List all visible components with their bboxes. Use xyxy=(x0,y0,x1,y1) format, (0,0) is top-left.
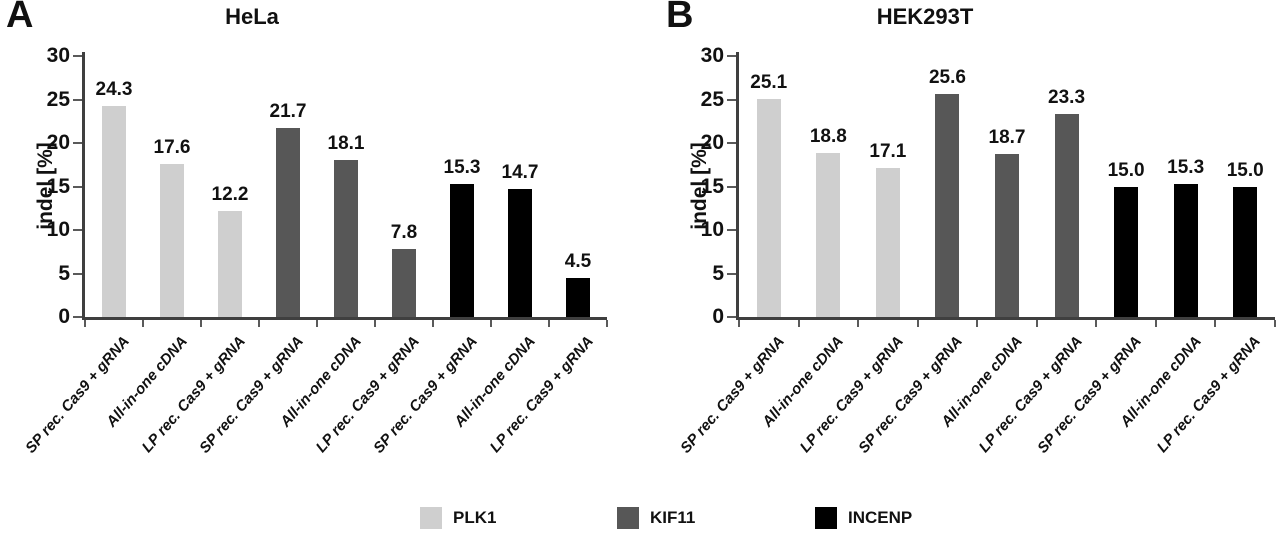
y-tick-label: 20 xyxy=(46,131,70,154)
x-tick xyxy=(84,320,86,327)
x-tick xyxy=(374,320,376,327)
x-tick xyxy=(606,320,608,327)
bar-value-label: 17.1 xyxy=(869,141,907,163)
bar-value-label: 24.3 xyxy=(95,78,133,100)
bar-value-label: 18.7 xyxy=(988,127,1026,149)
panel-letter-a: A xyxy=(6,0,34,36)
bar xyxy=(875,168,900,317)
bar xyxy=(816,153,841,317)
x-tick xyxy=(1274,320,1276,327)
y-tick-label: 15 xyxy=(46,174,70,198)
x-tick xyxy=(548,320,550,327)
y-tick-label: 25 xyxy=(700,87,724,111)
y-tick-label: 20 xyxy=(700,131,724,154)
x-tick xyxy=(258,320,260,327)
bar-value-label: 15.3 xyxy=(1167,156,1205,178)
y-tick-label: 5 xyxy=(58,261,70,285)
bar xyxy=(218,210,242,317)
x-tick xyxy=(916,320,919,327)
y-tick-label: 25 xyxy=(46,87,70,111)
bar xyxy=(508,189,532,317)
bar xyxy=(334,159,358,317)
bar-value-label: 15.0 xyxy=(1107,159,1145,181)
y-tick-label: 15 xyxy=(700,174,724,198)
bar xyxy=(1233,186,1258,317)
y-tick xyxy=(727,98,736,101)
bar-value-label: 17.6 xyxy=(153,136,191,158)
x-tick xyxy=(432,320,434,327)
bar-value-label: 4.5 xyxy=(564,250,592,272)
bar xyxy=(160,163,184,317)
y-tick-label: 10 xyxy=(46,218,70,241)
panel-hek293t: B HEK293T indel [%] 0 5 10 15 20 25 30 25.1 SP r… xyxy=(640,0,1280,500)
bar xyxy=(1114,186,1139,317)
y-tick xyxy=(727,229,736,231)
bar-value-label: 21.7 xyxy=(269,101,307,123)
bar xyxy=(1173,183,1198,317)
x-tick xyxy=(738,320,740,327)
x-tick xyxy=(857,320,860,327)
y-axis-line xyxy=(736,52,739,320)
y-tick xyxy=(727,55,736,57)
bar-value-label: 18.1 xyxy=(327,132,365,154)
x-axis-line xyxy=(736,317,1275,320)
x-tick xyxy=(200,320,202,327)
legend-label: PLK1 xyxy=(453,508,497,527)
bar xyxy=(935,94,960,317)
bar xyxy=(102,105,126,317)
y-tick xyxy=(73,55,82,57)
y-tick xyxy=(727,316,736,318)
x-tick xyxy=(797,320,800,327)
bar xyxy=(276,128,300,317)
bar-value-label: 12.2 xyxy=(211,183,249,205)
x-tick xyxy=(1214,320,1217,327)
bar xyxy=(450,183,474,317)
y-tick-label: 5 xyxy=(712,261,724,285)
y-tick xyxy=(727,272,736,275)
y-axis-line xyxy=(82,52,85,320)
panel-letter-b: B xyxy=(666,0,694,36)
y-tick xyxy=(73,142,82,144)
x-tick xyxy=(1095,320,1098,327)
bar-value-label: 23.3 xyxy=(1048,87,1086,109)
bar-value-label: 25.6 xyxy=(928,67,966,89)
y-tick xyxy=(73,272,82,275)
x-tick xyxy=(976,320,979,327)
bar-value-label: 15.0 xyxy=(1226,159,1264,181)
x-tick xyxy=(142,320,144,327)
y-tick xyxy=(73,98,82,101)
y-tick-label: 30 xyxy=(700,44,724,67)
bar xyxy=(566,277,590,317)
bar xyxy=(1054,114,1079,317)
y-tick-label: 0 xyxy=(58,305,70,328)
panel-title-hek293t: HEK293T xyxy=(876,4,974,29)
y-tick xyxy=(73,229,82,231)
bar-value-label: 18.8 xyxy=(809,126,847,148)
x-tick xyxy=(316,320,318,327)
y-tick xyxy=(73,316,82,318)
y-tick-label: 0 xyxy=(712,305,724,328)
bar-value-label: 14.7 xyxy=(501,162,539,184)
x-axis-line xyxy=(82,317,607,320)
y-tick xyxy=(727,142,736,144)
y-tick xyxy=(727,185,736,188)
y-tick xyxy=(73,185,82,188)
bar-value-label: 25.1 xyxy=(750,71,788,93)
bar-value-label: 7.8 xyxy=(390,222,418,244)
x-tick xyxy=(490,320,492,327)
bar xyxy=(756,98,781,317)
x-tick xyxy=(1154,320,1157,327)
y-tick-label: 10 xyxy=(700,218,724,241)
y-tick-label: 30 xyxy=(46,44,70,67)
bar xyxy=(995,154,1019,317)
panel-title-hela: HeLa xyxy=(225,4,279,29)
panel-hela: A HeLa indel [%] 0 5 10 15 20 25 30 24.3 SP rec.… xyxy=(0,0,640,500)
bar xyxy=(392,249,416,317)
bar-value-label: 15.3 xyxy=(443,156,481,178)
x-tick xyxy=(1035,320,1038,327)
